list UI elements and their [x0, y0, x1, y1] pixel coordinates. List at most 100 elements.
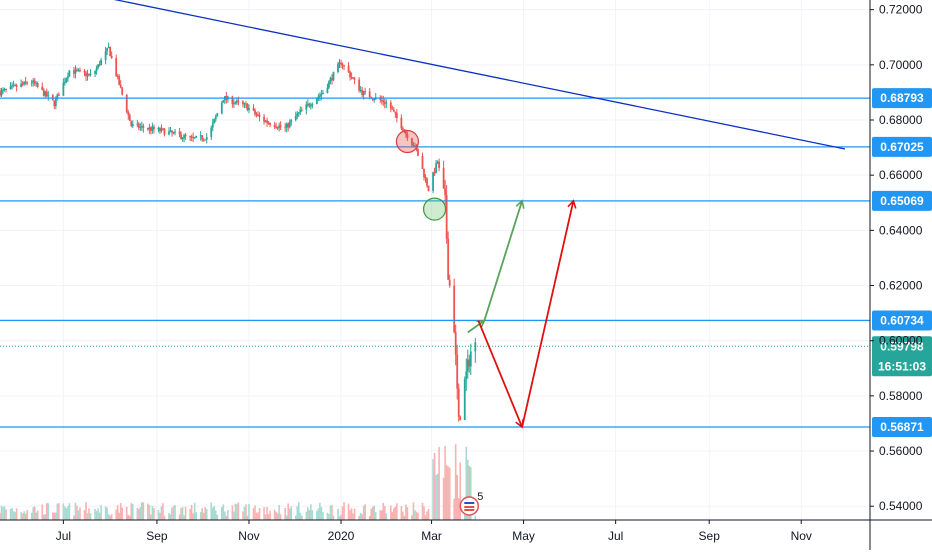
volume-bar — [183, 515, 185, 520]
volume-bar — [3, 506, 6, 520]
volume-bar — [237, 502, 240, 520]
candle-body — [401, 128, 404, 131]
candle-body — [193, 137, 196, 139]
candle-body — [95, 67, 98, 72]
candle-body — [11, 85, 13, 87]
volume-bar — [116, 505, 119, 520]
candle-body — [448, 279, 451, 286]
candle-body — [146, 127, 149, 130]
candle-body — [364, 91, 367, 93]
candle-body — [385, 102, 388, 104]
candle-body — [276, 127, 279, 129]
volume-bar — [466, 459, 469, 520]
volume-bar — [468, 465, 471, 520]
candle-body — [466, 359, 469, 372]
candle-body — [255, 113, 258, 115]
candle-body — [246, 104, 249, 111]
candle-body — [320, 93, 323, 96]
candle-body — [178, 131, 181, 135]
y-tick-label: 0.58000 — [879, 389, 923, 403]
volume-bar — [121, 507, 124, 520]
volume-bar — [53, 512, 56, 520]
candle-body — [474, 342, 477, 352]
candle-body — [297, 112, 300, 114]
candle-body — [65, 78, 68, 83]
candle-body — [394, 111, 397, 114]
y-tick-label: 0.60000 — [879, 334, 923, 348]
candle-body — [109, 46, 112, 56]
candle-body — [362, 91, 365, 96]
volume-bar — [350, 508, 353, 520]
volume-bar — [222, 504, 225, 520]
candle-body — [57, 94, 60, 96]
candle-body — [131, 124, 134, 127]
candle-body — [347, 65, 350, 73]
volume-bar — [76, 505, 78, 520]
candle-body — [171, 130, 173, 133]
candle-body — [248, 108, 250, 111]
candle-body — [119, 84, 122, 88]
drawings[interactable]: 5 — [110, 0, 846, 516]
x-tick-label: May — [512, 529, 535, 543]
volume-bar — [151, 506, 154, 520]
volume-bar — [469, 467, 472, 520]
candle-body — [380, 99, 383, 101]
volume-bar — [181, 507, 184, 520]
candle-body — [456, 354, 459, 389]
volume-bar — [445, 465, 448, 520]
candle-body — [139, 126, 142, 128]
candle-body — [148, 127, 151, 130]
candle-body — [159, 127, 161, 132]
volume-bar — [390, 505, 392, 520]
volume-bar — [234, 503, 237, 520]
marker-circle-red — [395, 129, 420, 154]
volume-bar — [162, 503, 164, 520]
candle-body — [406, 133, 409, 139]
volume-bar — [89, 513, 92, 520]
volume-bar — [300, 515, 303, 520]
candle-body — [214, 116, 217, 120]
horizontal-levels[interactable]: 0.68793 0.67025 0.65069 0.60734 0.56871 0.597… — [0, 88, 932, 438]
volume-bar — [195, 512, 197, 520]
candle-body — [202, 139, 205, 141]
volume-bar — [417, 512, 419, 520]
volume-bar — [400, 506, 403, 520]
volume-bar — [36, 510, 39, 520]
candle-body — [469, 351, 472, 367]
volume-bar — [98, 512, 101, 520]
volume-bar — [20, 512, 22, 520]
volume-bar — [138, 509, 140, 520]
candle-body — [142, 125, 145, 128]
volume-bar — [406, 507, 409, 520]
candle-body — [30, 82, 33, 84]
volume-bar — [131, 504, 134, 520]
volume-bar — [210, 502, 213, 520]
candle-body — [322, 92, 324, 94]
volume-bar — [62, 503, 65, 520]
x-tick-label: Jul — [608, 529, 623, 543]
volume-bar — [383, 506, 386, 520]
candle-body — [358, 79, 361, 91]
projection-green-segment — [467, 319, 486, 334]
volume-bar — [189, 508, 191, 520]
volume-bar — [411, 515, 413, 520]
volume-bar — [109, 515, 111, 520]
volume-bar — [296, 506, 299, 520]
volume-bar — [465, 446, 468, 520]
last-price-badge — [872, 336, 932, 377]
candle-body — [392, 109, 395, 112]
volume-bar — [415, 511, 418, 520]
candle-body — [181, 137, 184, 139]
candle-body — [368, 91, 371, 98]
volume-bar — [326, 512, 329, 520]
volume-bar — [58, 503, 60, 520]
trendline — [113, 0, 846, 150]
candle-body — [232, 103, 235, 105]
candle-body — [371, 98, 374, 100]
volume-bar — [379, 510, 382, 520]
volume-bar — [139, 507, 142, 520]
y-tick-label: 0.72000 — [879, 3, 923, 17]
volume-bar — [225, 515, 228, 520]
